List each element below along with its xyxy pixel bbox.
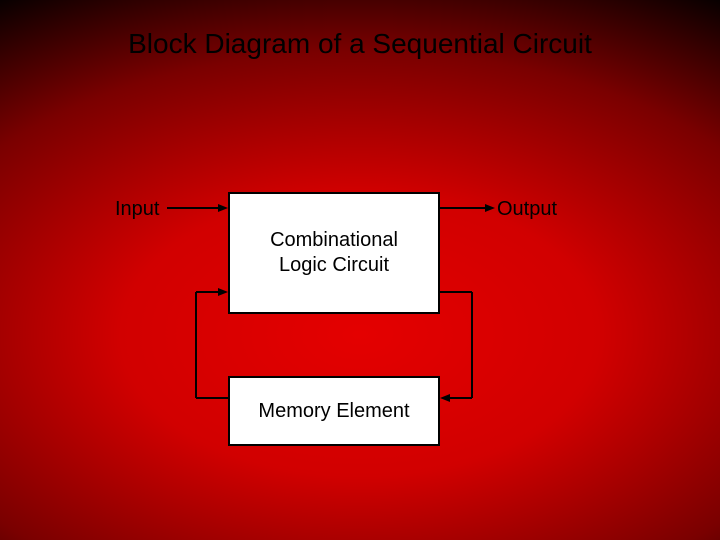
comb-label-line2: Logic Circuit bbox=[279, 254, 389, 276]
memory-element-label: Memory Element bbox=[258, 399, 409, 424]
combinational-logic-label: Combinational Logic Circuit bbox=[270, 228, 398, 278]
memory-element-box: Memory Element bbox=[228, 376, 440, 446]
output-label: Output bbox=[497, 198, 557, 221]
input-label: Input bbox=[115, 198, 159, 221]
comb-label-line1: Combinational bbox=[270, 229, 398, 251]
combinational-logic-box: Combinational Logic Circuit bbox=[228, 192, 440, 314]
slide-title: Block Diagram of a Sequential Circuit bbox=[0, 28, 720, 60]
